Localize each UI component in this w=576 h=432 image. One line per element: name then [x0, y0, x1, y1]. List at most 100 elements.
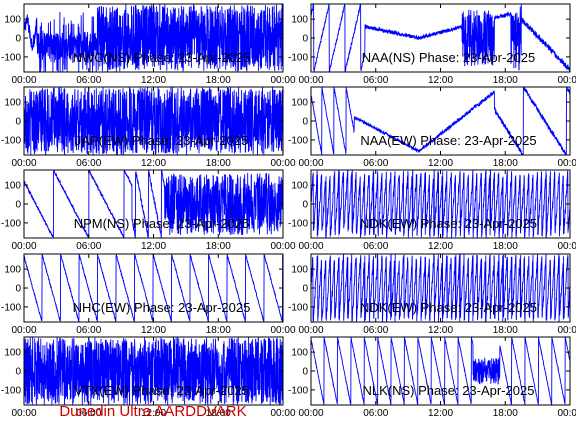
x-tick-label: 18:00: [493, 325, 518, 336]
phase-panel-5: -100 0 100 00:00 06:00 12:00 18:00 00:00 NPM(NS)…: [1, 169, 296, 252]
x-tick-label: 00:00: [11, 75, 36, 86]
panel-title: NLK(NS) Phase: 23-Apr-2025: [363, 383, 535, 398]
x-tick-label: 12:00: [428, 158, 453, 169]
x-tick-label: 00:00: [270, 241, 295, 252]
y-tick-label: -100: [288, 218, 308, 229]
x-tick-label: 00:00: [557, 241, 576, 252]
y-tick-label: 0: [302, 200, 308, 211]
x-tick-label: 18:00: [493, 408, 518, 419]
y-tick-label: -100: [1, 135, 21, 146]
x-tick-label: 12:00: [141, 325, 166, 336]
y-tick-label: -100: [1, 52, 21, 63]
y-tick-label: 100: [291, 348, 308, 359]
phase-panel-10: -100 0 100 00:00 06:00 12:00 18:00 00:00 NLK(NS)…: [288, 336, 576, 419]
phase-panel-9: -100 0 100 00:00 06:00 12:00 18:00 00:00 VTX(EW)…: [1, 336, 296, 419]
x-tick-label: 18:00: [206, 158, 231, 169]
x-tick-label: 00:00: [298, 75, 323, 86]
x-tick-label: 06:00: [76, 75, 101, 86]
x-tick-label: 18:00: [493, 241, 518, 252]
x-tick-label: 12:00: [428, 325, 453, 336]
x-tick-label: 00:00: [11, 325, 36, 336]
phase-trace: [311, 170, 570, 238]
panel-title: JAP(EW) Phase: 23-Apr-2025: [75, 133, 248, 148]
x-tick-label: 12:00: [428, 408, 453, 419]
y-tick-label: -100: [288, 52, 308, 63]
phase-trace: [24, 87, 283, 155]
y-tick-label: 100: [291, 15, 308, 26]
x-tick-label: 00:00: [298, 241, 323, 252]
y-tick-label: -100: [1, 385, 21, 396]
y-tick-label: -100: [1, 218, 21, 229]
y-tick-label: -100: [288, 385, 308, 396]
x-tick-label: 00:00: [557, 408, 576, 419]
x-tick-label: 18:00: [206, 241, 231, 252]
panel-title: NPM(NS) Phase: 23-Apr-2025: [74, 216, 250, 231]
footer-label: Dunedin Ultra AARDDVARK: [59, 403, 247, 420]
x-tick-label: 18:00: [493, 158, 518, 169]
x-tick-label: 18:00: [206, 408, 231, 419]
y-tick-label: 0: [302, 284, 308, 295]
phase-panel-6: -100 0 100 00:00 06:00 12:00 18:00 00:00 NDK(EW)…: [288, 169, 576, 252]
phase-trace: [24, 337, 283, 405]
x-tick-label: 18:00: [493, 75, 518, 86]
x-tick-label: 00:00: [270, 325, 295, 336]
panel-title: NHC(EW) Phase: 23-Apr-2025: [73, 300, 251, 315]
phase-panel-4: -100 0 100 00:00 06:00 12:00 18:00 00:00 NAA(EW)…: [288, 86, 576, 169]
y-tick-label: 100: [291, 265, 308, 276]
x-tick-label: 06:00: [76, 158, 101, 169]
y-tick-label: -100: [1, 302, 21, 313]
y-tick-label: 100: [4, 265, 21, 276]
y-tick-label: 0: [15, 117, 21, 128]
y-tick-label: 100: [4, 348, 21, 359]
x-tick-label: 06:00: [363, 158, 388, 169]
x-tick-label: 18:00: [206, 325, 231, 336]
y-tick-label: -100: [288, 135, 308, 146]
x-tick-label: 00:00: [557, 158, 576, 169]
x-tick-label: 00:00: [298, 408, 323, 419]
panel-title: NDK(EW) Phase: 23-Apr-2025: [360, 300, 537, 315]
y-tick-label: 0: [15, 200, 21, 211]
x-tick-label: 06:00: [363, 75, 388, 86]
phase-panel-2: -100 0 100 00:00 06:00 12:00 18:00 00:00 NAA(NS)…: [288, 3, 576, 86]
x-tick-label: 12:00: [141, 241, 166, 252]
x-tick-label: 00:00: [298, 325, 323, 336]
y-tick-label: 100: [4, 15, 21, 26]
phase-trace: [311, 87, 570, 155]
x-tick-label: 06:00: [363, 325, 388, 336]
x-tick-label: 06:00: [76, 241, 101, 252]
phase-trace: [311, 254, 570, 322]
x-tick-label: 00:00: [557, 325, 576, 336]
x-tick-label: 12:00: [428, 241, 453, 252]
x-tick-label: 18:00: [206, 75, 231, 86]
phase-panel-8: -100 0 100 00:00 06:00 12:00 18:00 00:00 NDK(EW)…: [288, 253, 576, 336]
y-tick-label: 0: [302, 367, 308, 378]
phase-trace: [311, 337, 570, 405]
x-tick-label: 00:00: [557, 75, 576, 86]
x-tick-label: 00:00: [270, 75, 295, 86]
x-tick-label: 00:00: [11, 408, 36, 419]
x-tick-label: 00:00: [11, 241, 36, 252]
y-tick-label: 100: [291, 181, 308, 192]
x-tick-label: 06:00: [363, 408, 388, 419]
x-tick-label: 06:00: [76, 408, 101, 419]
x-tick-label: 00:00: [11, 158, 36, 169]
y-tick-label: 100: [291, 98, 308, 109]
panel-title: NAA(NS) Phase: 23-Apr-2025: [362, 50, 535, 65]
x-tick-label: 00:00: [298, 158, 323, 169]
x-tick-label: 06:00: [363, 241, 388, 252]
y-tick-label: 0: [15, 284, 21, 295]
phase-trace: [311, 4, 570, 72]
x-tick-label: 00:00: [270, 158, 295, 169]
x-tick-label: 12:00: [141, 75, 166, 86]
phase-panel-7: -100 0 100 00:00 06:00 12:00 18:00 00:00 NHC(EW)…: [1, 253, 296, 336]
panel-title: NWC(NS) Phase: 23-Apr-2025: [73, 50, 251, 65]
phase-trace: [24, 170, 283, 238]
panel-title: NDK(EW) Phase: 23-Apr-2025: [360, 216, 537, 231]
panel-title: VTX(EW) Phase: 23-Apr-2025: [74, 383, 249, 398]
x-tick-label: 00:00: [270, 408, 295, 419]
panel-title: NAA(EW) Phase: 23-Apr-2025: [360, 133, 536, 148]
y-tick-label: 0: [302, 34, 308, 45]
phase-panel-1: -100 0 100 00:00 06:00 12:00 18:00 00:00 NWC(NS)…: [1, 3, 296, 86]
y-tick-label: 0: [15, 34, 21, 45]
x-tick-label: 06:00: [76, 325, 101, 336]
